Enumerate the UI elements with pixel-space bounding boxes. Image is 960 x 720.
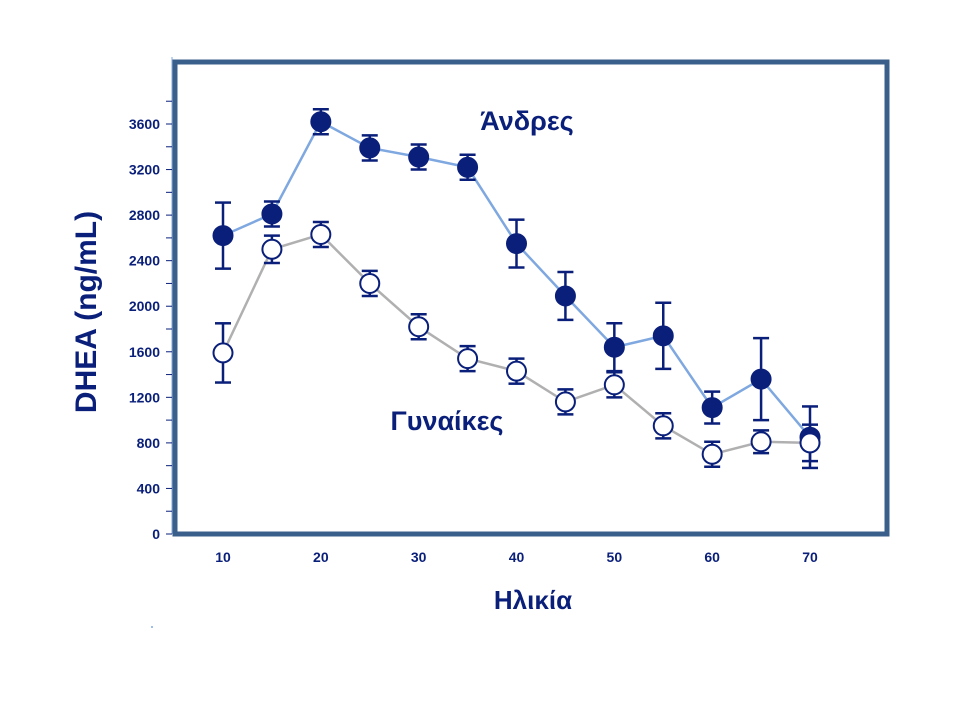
data-point	[310, 223, 332, 245]
data-point	[750, 368, 772, 390]
y-tick-label: 3200	[129, 162, 160, 178]
data-point	[310, 111, 332, 133]
y-tick-label: 1600	[129, 344, 160, 360]
y-tick-label: 2400	[129, 253, 160, 269]
plot-frame	[172, 59, 890, 537]
data-point	[799, 432, 821, 454]
series-0	[212, 107, 821, 470]
data-point	[457, 156, 479, 178]
series-label-women: Γυναίκες	[391, 406, 504, 436]
stray-dot	[151, 626, 153, 628]
data-point	[261, 238, 283, 260]
data-point	[603, 374, 625, 396]
data-point	[212, 342, 234, 364]
data-point	[457, 348, 479, 370]
data-point	[359, 272, 381, 294]
y-tick-label: 2800	[129, 207, 160, 223]
data-point	[652, 415, 674, 437]
x-tick-label: 50	[607, 549, 623, 565]
series-label-men: Άνδρες	[480, 106, 573, 136]
y-tick-label: 1200	[129, 389, 160, 405]
y-tick-label: 400	[137, 480, 161, 496]
series-layer	[212, 107, 821, 470]
y-tick-label: 800	[137, 435, 161, 451]
data-point	[506, 233, 527, 255]
x-tick-label: 10	[215, 549, 231, 565]
data-point	[554, 285, 576, 307]
x-tick-label: 30	[411, 549, 427, 565]
data-point	[408, 316, 430, 338]
data-point	[359, 137, 381, 159]
x-axis-ticks: 10 20 30 40 50 60 70	[215, 549, 818, 565]
y-tick-label: 3600	[129, 116, 160, 132]
data-point	[652, 325, 674, 347]
data-point	[701, 443, 723, 465]
data-point	[750, 431, 772, 453]
data-point	[554, 391, 576, 413]
x-tick-label: 70	[802, 549, 818, 565]
y-axis-label: DHEA (ng/mL)	[70, 211, 103, 413]
x-tick-label: 20	[313, 549, 329, 565]
data-point	[212, 225, 234, 247]
x-axis-label: Ηλικία	[494, 585, 572, 615]
y-axis-ticks: 0 400 800 1200 1600 2000 2400 2800 3200 3600	[129, 100, 172, 542]
x-tick-label: 60	[704, 549, 720, 565]
y-tick-label: 0	[152, 526, 160, 542]
data-point	[261, 203, 283, 225]
data-point	[701, 397, 723, 419]
data-point	[603, 336, 625, 358]
data-point	[408, 146, 430, 168]
x-tick-label: 40	[509, 549, 525, 565]
data-point	[506, 360, 527, 382]
y-tick-label: 2000	[129, 298, 160, 314]
series-1	[212, 220, 821, 469]
